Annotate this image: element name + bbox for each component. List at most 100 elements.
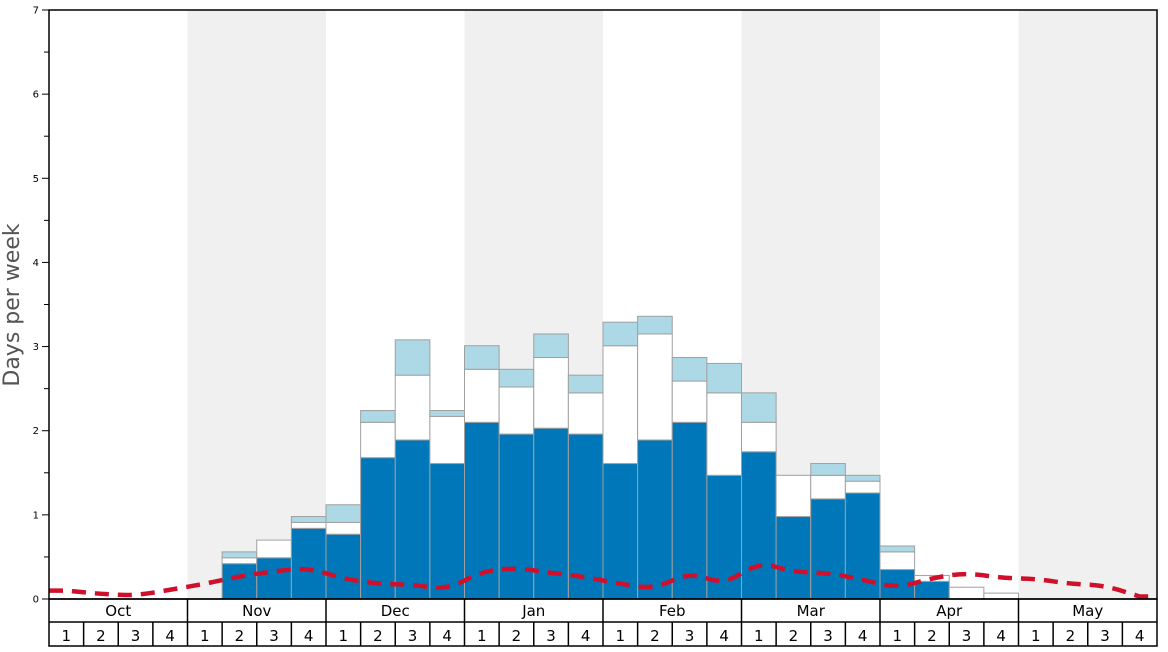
bar-dark-blue xyxy=(671,421,708,600)
bar-dark-blue xyxy=(602,463,639,600)
bar-light-blue xyxy=(567,374,604,394)
bar-light-blue xyxy=(325,504,362,523)
bar-dark-blue xyxy=(741,451,777,600)
y-tick-label: 4 xyxy=(33,258,39,269)
bar-white xyxy=(256,539,292,559)
week-label: 1 xyxy=(339,627,349,645)
week-label: 3 xyxy=(1100,627,1110,645)
y-tick-label: 1 xyxy=(33,510,39,521)
month-label-oct: Oct xyxy=(105,602,131,620)
y-tick-label: 3 xyxy=(33,342,39,353)
y-axis-label: Days per week xyxy=(0,223,25,386)
week-label: 3 xyxy=(823,627,833,645)
bar-light-blue xyxy=(671,357,708,382)
week-label: 4 xyxy=(719,627,729,645)
bar-white xyxy=(464,368,500,423)
month-label-mar: Mar xyxy=(797,602,826,620)
bar-light-blue xyxy=(637,315,673,335)
bar-light-blue xyxy=(290,516,327,523)
week-label: 3 xyxy=(408,627,418,645)
month-label-nov: Nov xyxy=(242,602,271,620)
bar-white xyxy=(775,474,812,518)
week-label: 2 xyxy=(927,627,937,645)
month-shade-may xyxy=(1018,10,1157,599)
week-label: 1 xyxy=(477,627,487,645)
month-label-jan: Jan xyxy=(521,602,545,620)
month-label-dec: Dec xyxy=(381,602,410,620)
bar-light-blue xyxy=(879,545,916,553)
bar-light-blue xyxy=(429,410,465,417)
week-label: 2 xyxy=(789,627,799,645)
bar-dark-blue xyxy=(290,527,327,600)
bar-white xyxy=(948,586,985,600)
axis-table: Oct Nov Dec Jan Feb Mar Apr May 1 2 3 4 1 2 3 4 1 2 3 4 1 2 3 4… xyxy=(48,9,1158,647)
month-shade-nov xyxy=(187,10,326,599)
week-label: 2 xyxy=(512,627,522,645)
month-shading xyxy=(187,10,1157,599)
bar-light-blue xyxy=(533,333,569,359)
bar-dark-blue xyxy=(221,563,258,600)
bar-dark-blue xyxy=(498,433,535,600)
month-label-feb: Feb xyxy=(659,602,686,620)
month-label-apr: Apr xyxy=(936,602,963,620)
bar-dark-blue xyxy=(429,463,465,600)
bar-light-blue xyxy=(706,362,742,394)
week-label: 2 xyxy=(1066,627,1076,645)
bar-white xyxy=(983,592,1019,600)
week-label: 4 xyxy=(996,627,1006,645)
y-tick-label: 7 xyxy=(33,6,39,17)
bar-dark-blue xyxy=(360,457,396,600)
week-label: 3 xyxy=(269,627,279,645)
week-label: 1 xyxy=(616,627,626,645)
bar-light-blue xyxy=(810,463,846,476)
bar-light-blue xyxy=(394,339,431,376)
bar-white xyxy=(221,557,258,565)
week-label: 4 xyxy=(1135,627,1145,645)
bar-white xyxy=(810,474,846,500)
bar-white xyxy=(498,386,535,435)
week-label: 1 xyxy=(754,627,764,645)
bar-white xyxy=(533,357,569,429)
week-label: 2 xyxy=(373,627,383,645)
bar-white xyxy=(429,415,465,465)
bar-dark-blue xyxy=(325,533,362,600)
bar-white xyxy=(394,374,431,441)
bar-light-blue xyxy=(602,321,639,347)
week-label: 4 xyxy=(581,627,591,645)
bar-dark-blue xyxy=(914,580,950,600)
bar-white xyxy=(706,392,742,476)
week-label: 2 xyxy=(96,627,106,645)
stacked-bars xyxy=(221,315,1019,600)
week-label: 4 xyxy=(304,627,314,645)
week-label: 3 xyxy=(962,627,972,645)
bar-white xyxy=(844,480,881,494)
bar-light-blue xyxy=(360,410,396,423)
bar-light-blue xyxy=(498,368,535,388)
y-tick-label: 0 xyxy=(33,595,39,606)
week-label: 4 xyxy=(858,627,868,645)
bar-dark-blue xyxy=(394,439,431,600)
week-label: 4 xyxy=(442,627,452,645)
y-tick-label: 5 xyxy=(33,174,39,185)
week-label: 2 xyxy=(650,627,660,645)
bar-white xyxy=(360,421,396,459)
bar-white xyxy=(602,345,639,465)
bar-white xyxy=(741,421,777,453)
week-label: 3 xyxy=(131,627,141,645)
week-label: 1 xyxy=(893,627,903,645)
bar-light-blue xyxy=(741,392,777,423)
week-label: 3 xyxy=(546,627,556,645)
y-tick-label: 2 xyxy=(33,426,39,437)
bar-white xyxy=(879,551,916,571)
week-label: 1 xyxy=(62,627,72,645)
bar-white xyxy=(567,392,604,435)
bar-white xyxy=(290,521,327,529)
week-label: 1 xyxy=(200,627,210,645)
week-label: 3 xyxy=(685,627,695,645)
bar-dark-blue xyxy=(637,439,673,600)
bar-light-blue xyxy=(844,474,881,482)
week-label: 2 xyxy=(235,627,245,645)
y-axis-ticks: 0 1 2 3 4 5 6 7 xyxy=(33,6,49,606)
